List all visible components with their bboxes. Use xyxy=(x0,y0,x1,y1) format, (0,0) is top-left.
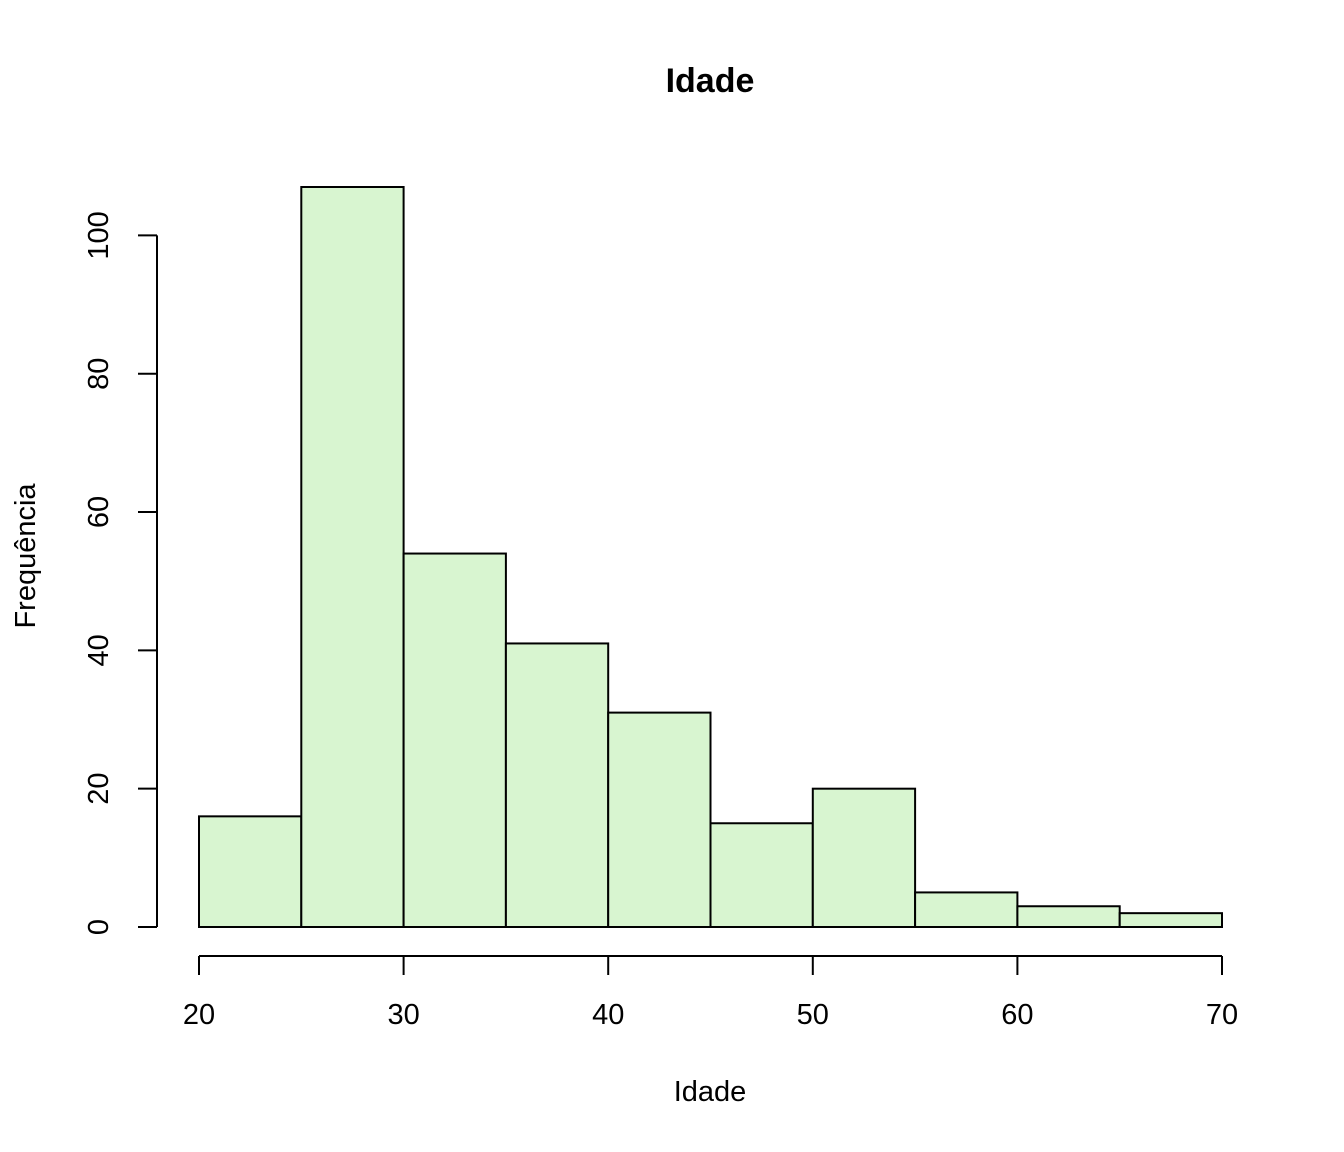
x-axis-label: Idade xyxy=(674,1076,747,1108)
y-tick-label-100: 100 xyxy=(83,211,115,259)
x-tick-label-50: 50 xyxy=(797,999,829,1031)
histogram-bar-8 xyxy=(1016,905,1121,928)
y-tick-label-20: 20 xyxy=(83,773,115,805)
histogram-bar-3 xyxy=(504,642,610,928)
histogram-bars xyxy=(198,186,1223,929)
y-axis-label: Frequência xyxy=(10,483,42,629)
y-tick-label-40: 40 xyxy=(83,634,115,666)
histogram-bar-6 xyxy=(811,787,917,929)
histogram-bar-1 xyxy=(300,186,405,928)
y-tick-label-80: 80 xyxy=(83,358,115,390)
histogram-bar-5 xyxy=(709,822,814,928)
histogram-bar-0 xyxy=(198,815,303,928)
histogram-bar-9 xyxy=(1118,912,1223,928)
x-tick-label-40: 40 xyxy=(592,999,624,1031)
chart-title: Idade xyxy=(666,62,755,100)
y-tick-label-0: 0 xyxy=(83,919,115,935)
y-tick-label-60: 60 xyxy=(83,496,115,528)
y-axis: 0 20 40 60 80 100 xyxy=(83,211,158,935)
x-tick-label-60: 60 xyxy=(1001,999,1033,1031)
histogram-bar-2 xyxy=(402,552,507,928)
x-tick-label-20: 20 xyxy=(183,999,215,1031)
histogram-bar-4 xyxy=(607,711,712,928)
x-tick-label-70: 70 xyxy=(1206,999,1238,1031)
x-axis: 20 30 40 50 60 70 xyxy=(183,955,1238,1031)
x-tick-label-30: 30 xyxy=(387,999,419,1031)
histogram-bar-7 xyxy=(914,891,1019,928)
